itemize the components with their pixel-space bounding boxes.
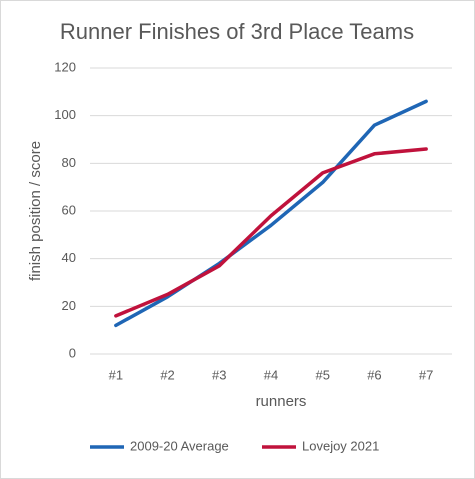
x-tick-label: #4	[264, 367, 278, 382]
chart-title: Runner Finishes of 3rd Place Teams	[60, 19, 414, 44]
y-tick-label: 60	[62, 202, 76, 217]
y-tick-label: 80	[62, 155, 76, 170]
x-tick-label: #7	[419, 367, 433, 382]
x-tick-label: #5	[315, 367, 329, 382]
x-tick-label: #2	[160, 367, 174, 382]
legend-label: 2009-20 Average	[130, 438, 229, 453]
x-tick-label: #1	[109, 367, 123, 382]
series-line	[114, 99, 428, 328]
x-tick-label: #3	[212, 367, 226, 382]
y-tick-label: 40	[62, 250, 76, 265]
y-tick-label: 0	[69, 345, 76, 360]
legend-label: Lovejoy 2021	[302, 438, 379, 453]
y-axis-label: finish position / score	[27, 141, 44, 281]
y-tick-label: 100	[54, 107, 76, 122]
x-axis-label: runners	[256, 393, 307, 410]
y-tick-label: 120	[54, 59, 76, 74]
series-line	[114, 147, 428, 318]
x-tick-label: #6	[367, 367, 381, 382]
y-tick-label: 20	[62, 298, 76, 313]
